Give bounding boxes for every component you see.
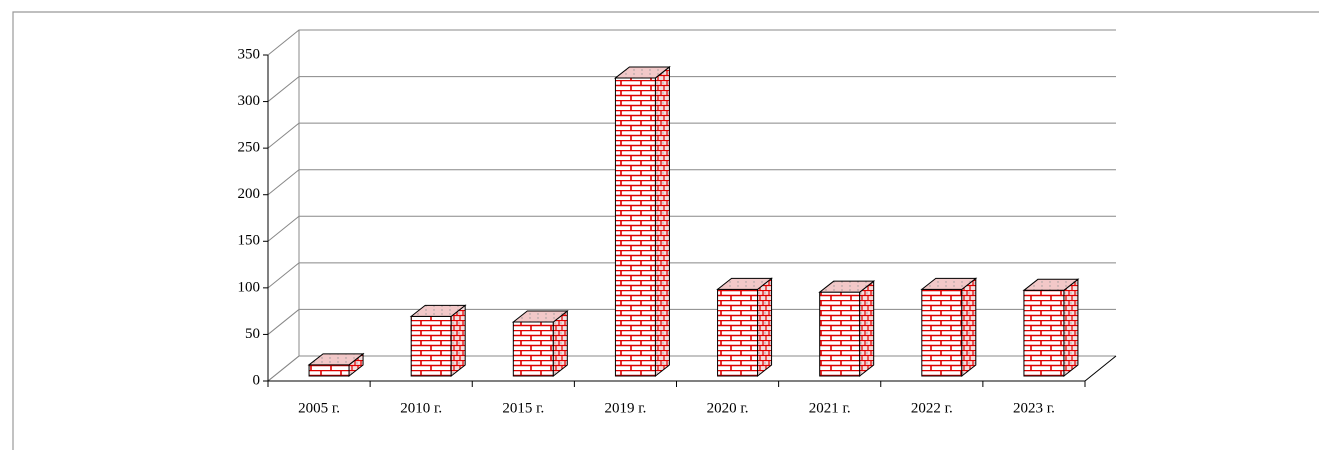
y-tick-label: 300 xyxy=(238,93,261,109)
bar-side xyxy=(757,277,773,378)
frame xyxy=(12,11,1319,450)
x-tick-label: 2019 г. xyxy=(604,400,646,416)
wall-edge xyxy=(267,30,300,382)
bar-top xyxy=(716,277,774,290)
x-tick-label: 2020 г. xyxy=(707,400,749,416)
grid-line xyxy=(267,215,1116,242)
bar-side xyxy=(1063,278,1079,378)
bar-front xyxy=(614,77,656,377)
bar-front xyxy=(1023,289,1065,377)
bar-front xyxy=(819,291,861,377)
y-tick-label: 250 xyxy=(238,140,261,156)
bar-front xyxy=(308,364,350,377)
bar-top xyxy=(920,277,978,290)
floor-edge xyxy=(268,355,1117,382)
x-tick-label: 2021 г. xyxy=(809,400,851,416)
bar-top xyxy=(511,310,569,323)
x-tick-label: 2010 г. xyxy=(400,400,442,416)
grid-line xyxy=(267,262,1116,289)
y-tick-label: 100 xyxy=(238,279,261,295)
grid-line xyxy=(267,122,1116,149)
x-tick-label: 2022 г. xyxy=(911,400,953,416)
bar-front xyxy=(410,315,452,377)
bar-side xyxy=(961,277,977,378)
bar-front xyxy=(921,288,963,377)
grid-line xyxy=(267,308,1116,335)
bar-side xyxy=(450,304,466,378)
y-tick-label: 150 xyxy=(238,233,261,249)
y-tick-label: 200 xyxy=(238,186,261,202)
bar-top xyxy=(409,304,467,317)
bar-top xyxy=(307,353,365,366)
grid-line xyxy=(267,355,1116,382)
y-tick-label: 350 xyxy=(238,46,261,62)
x-tick-label: 2005 г. xyxy=(298,400,340,416)
y-tick-label: 50 xyxy=(245,326,260,342)
y-tick-label: 0 xyxy=(253,372,261,388)
bar-side xyxy=(859,280,875,378)
grid-line xyxy=(267,76,1116,102)
bar-side xyxy=(654,65,670,378)
x-tick-label: 2023 г. xyxy=(1013,400,1055,416)
bar-front xyxy=(512,321,554,377)
grid-line xyxy=(267,169,1116,196)
bar-top xyxy=(818,280,876,293)
bar-front xyxy=(717,288,759,377)
bar-top xyxy=(1022,278,1080,291)
x-tick-label: 2015 г. xyxy=(502,400,544,416)
bar-top xyxy=(613,66,671,79)
grid-line xyxy=(267,29,1116,56)
